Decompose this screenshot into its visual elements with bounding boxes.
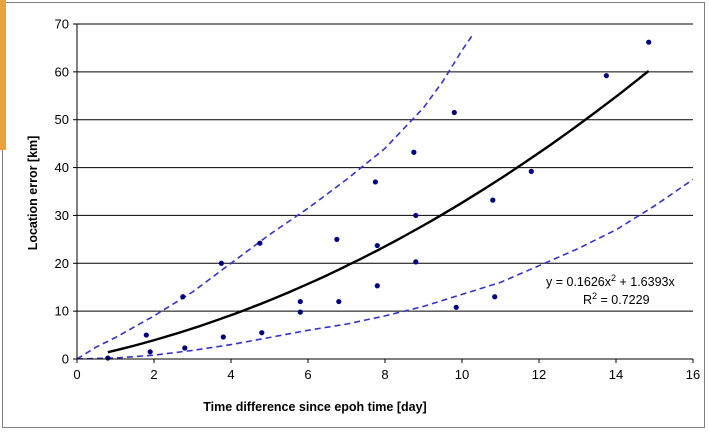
data-point	[257, 240, 263, 246]
x-tick-labels: 0 2 4 6 8 10 12 14 16	[73, 367, 700, 382]
data-point	[334, 236, 340, 242]
x-tick-label: 14	[609, 367, 623, 382]
axes	[73, 23, 694, 363]
data-point	[411, 149, 417, 155]
data-point	[374, 283, 380, 289]
chart-frame	[2, 2, 705, 428]
y-tick-label: 0	[62, 352, 69, 367]
data-point	[180, 294, 186, 300]
x-axis-title: Time difference since epoh time [day]	[203, 400, 426, 414]
lower-bound-curve	[77, 178, 693, 359]
bound-curves	[77, 33, 693, 359]
data-point	[147, 349, 153, 355]
data-point	[453, 304, 459, 310]
data-point	[490, 197, 496, 203]
y-tick-label: 20	[55, 256, 69, 271]
equation-main: y = 0.1626x	[546, 275, 612, 289]
r-squared-value: = 0.7229	[597, 293, 650, 307]
trendline-curve	[107, 69, 650, 354]
y-tick-label: 40	[55, 160, 69, 175]
data-point	[297, 309, 303, 315]
data-point	[413, 212, 419, 219]
data-point	[646, 39, 652, 45]
data-point	[451, 109, 457, 116]
x-tick-label: 10	[455, 367, 469, 382]
grid-lines	[77, 23, 693, 312]
data-point	[336, 298, 342, 305]
r-squared-exponent: 2	[592, 291, 597, 301]
y-tick-label: 70	[55, 17, 69, 32]
data-point	[372, 179, 378, 185]
frame-accent	[0, 0, 6, 150]
x-tick-label: 0	[73, 367, 80, 382]
y-tick-labels: 0 10 20 30 40 50 60 70	[55, 17, 69, 367]
data-point	[603, 73, 609, 79]
trendline	[107, 69, 650, 354]
data-point	[528, 168, 534, 174]
data-point	[297, 298, 303, 305]
upper-bound-curve	[77, 33, 475, 359]
equation-exponent: 2	[611, 273, 616, 283]
x-tick-label: 16	[686, 367, 700, 382]
data-point	[259, 330, 265, 336]
y-tick-label: 60	[55, 64, 69, 79]
x-tick-label: 8	[381, 367, 388, 382]
y-axis-title: Location error [km]	[26, 136, 40, 251]
x-tick-label: 12	[532, 367, 546, 382]
data-point	[143, 332, 149, 338]
equation-rest: + 1.6393x	[616, 275, 675, 289]
data-point	[182, 345, 188, 351]
data-point	[374, 242, 380, 249]
trendline-equation: y = 0.1626x2 + 1.6393x R2 = 0.7229	[546, 273, 675, 307]
r-squared-label: R	[583, 293, 592, 307]
data-point	[218, 260, 224, 266]
data-point	[492, 294, 498, 300]
data-points	[105, 39, 652, 361]
r-squared-text: R2 = 0.7229	[583, 291, 650, 307]
y-tick-label: 30	[55, 208, 69, 223]
data-point	[220, 334, 226, 340]
x-tick-label: 6	[304, 367, 311, 382]
y-tick-label: 10	[55, 304, 69, 319]
equation-text: y = 0.1626x2 + 1.6393x	[546, 273, 675, 289]
data-point	[413, 259, 419, 265]
data-point	[105, 355, 111, 361]
x-tick-label: 2	[150, 367, 157, 382]
y-tick-label: 50	[55, 112, 69, 127]
x-tick-label: 4	[227, 367, 234, 382]
